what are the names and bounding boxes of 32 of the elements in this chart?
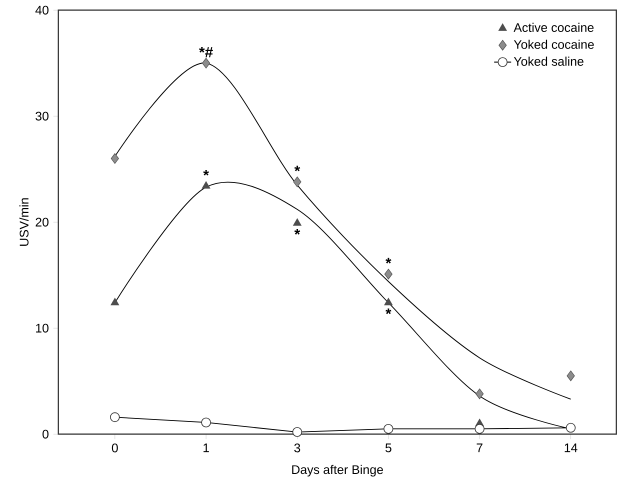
x-tick-label: 3 (294, 444, 300, 452)
legend-label: Yoked saline (514, 56, 584, 66)
x-tick-label: 1 (204, 444, 209, 452)
annotation: * (294, 166, 300, 172)
legend-label: Active cocaine (514, 22, 594, 32)
annotation: *# (199, 46, 213, 58)
x-tick-label: 0 (112, 444, 118, 452)
y-tick-label: 10 (36, 324, 49, 333)
annotation: * (386, 258, 392, 264)
y-tick-label: 20 (36, 218, 49, 227)
x-tick-label: 5 (385, 444, 392, 452)
point (110, 298, 120, 306)
legend-label: Yoked cocaine (514, 40, 594, 49)
x-axis-title: Days after Binge (292, 464, 383, 477)
point (202, 181, 210, 189)
point (384, 268, 392, 280)
y-tick-label: 40 (35, 6, 49, 15)
point (566, 370, 575, 382)
y-axis-title: USV/min (19, 198, 29, 246)
annotation: * (386, 308, 392, 314)
annotation: * (294, 229, 300, 235)
y-tick-label: 0 (42, 430, 49, 439)
point (384, 298, 393, 306)
point (476, 388, 484, 400)
point (293, 218, 302, 226)
point (293, 176, 302, 188)
annotation: * (203, 170, 209, 176)
point (110, 153, 119, 164)
x-tick-label: 7 (476, 444, 482, 452)
point (202, 58, 210, 68)
y-tick-label: 30 (36, 112, 49, 121)
x-tick-label: 14 (564, 444, 578, 452)
